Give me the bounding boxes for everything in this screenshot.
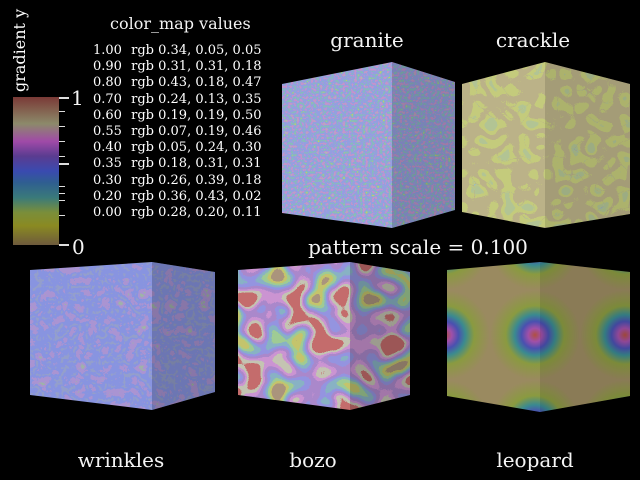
color-map-entry: 1.00 rgb 0.34, 0.05, 0.05 [93, 43, 262, 59]
color-map-table: 1.00 rgb 0.34, 0.05, 0.05 0.90 rgb 0.31, … [93, 43, 262, 221]
entry-value: 0.80 [93, 75, 122, 91]
entry-value: 0.90 [93, 59, 122, 75]
tick [59, 244, 69, 246]
color-map-entry: 0.70 rgb 0.24, 0.13, 0.35 [93, 92, 262, 108]
color-map-entry: 0.40 rgb 0.05, 0.24, 0.30 [93, 140, 262, 156]
entry-value: 0.00 [93, 205, 122, 221]
color-map-entry: 0.00 rgb 0.28, 0.20, 0.11 [93, 205, 262, 221]
label-bozo: bozo [289, 448, 337, 472]
entry-rgb: rgb 0.28, 0.20, 0.11 [131, 205, 262, 221]
entry-rgb: rgb 0.36, 0.43, 0.02 [131, 188, 262, 204]
color-map-entry: 0.20 rgb 0.36, 0.43, 0.02 [93, 189, 262, 205]
color-map-entry: 0.35 rgb 0.18, 0.31, 0.31 [93, 156, 262, 172]
entry-rgb: rgb 0.34, 0.05, 0.05 [131, 43, 262, 58]
cube-wrinkles [30, 262, 215, 410]
tick [59, 141, 65, 142]
entry-value: 0.20 [93, 188, 122, 204]
color-map-entry: 0.60 rgb 0.19, 0.19, 0.50 [93, 108, 262, 124]
entry-rgb: rgb 0.18, 0.31, 0.31 [131, 156, 262, 172]
label-crackle: crackle [495, 28, 571, 52]
entry-value: 0.35 [93, 156, 122, 172]
gradient-color-bar [13, 97, 59, 245]
tick [59, 215, 65, 216]
entry-value: 0.55 [93, 124, 122, 140]
entry-rgb: rgb 0.05, 0.24, 0.30 [131, 140, 262, 156]
cube-bozo [238, 262, 410, 410]
entry-rgb: rgb 0.26, 0.39, 0.18 [131, 172, 262, 188]
tick [59, 156, 65, 157]
entry-rgb: rgb 0.43, 0.18, 0.47 [131, 75, 262, 91]
entry-rgb: rgb 0.31, 0.31, 0.18 [131, 59, 262, 75]
tick [59, 126, 65, 127]
entry-value: 0.40 [93, 140, 122, 156]
pattern-scale-caption: pattern scale = 0.100 [308, 235, 528, 259]
entry-value: 0.60 [93, 107, 122, 123]
cube-leopard [447, 262, 630, 412]
tick [59, 193, 65, 194]
tick [59, 163, 69, 165]
entry-rgb: rgb 0.07, 0.19, 0.46 [131, 124, 262, 140]
entry-value: 0.30 [93, 172, 122, 188]
tick [59, 111, 65, 112]
label-wrinkles: wrinkles [77, 448, 165, 472]
tick [59, 186, 65, 187]
table-title: color_map values [110, 14, 251, 33]
color-map-entry: 0.80 rgb 0.43, 0.18, 0.47 [93, 75, 262, 91]
color-map-entry: 0.55 rgb 0.07, 0.19, 0.46 [93, 124, 262, 140]
color-map-entry: 0.90 rgb 0.31, 0.31, 0.18 [93, 59, 262, 75]
label-leopard: leopard [496, 448, 574, 472]
gradient-bottom-label: 0 [72, 235, 85, 259]
entry-value: 0.70 [93, 91, 122, 107]
cube-crackle [462, 62, 630, 228]
color-map-entry: 0.30 rgb 0.26, 0.39, 0.18 [93, 173, 262, 189]
entry-value: 1.00 [93, 43, 122, 58]
cube-granite [282, 62, 455, 228]
tick [59, 200, 65, 201]
entry-rgb: rgb 0.24, 0.13, 0.35 [131, 91, 262, 107]
entry-rgb: rgb 0.19, 0.19, 0.50 [131, 107, 262, 123]
label-granite: granite [330, 28, 404, 52]
tick [59, 97, 69, 99]
gradient-top-label: 1 [71, 86, 84, 110]
